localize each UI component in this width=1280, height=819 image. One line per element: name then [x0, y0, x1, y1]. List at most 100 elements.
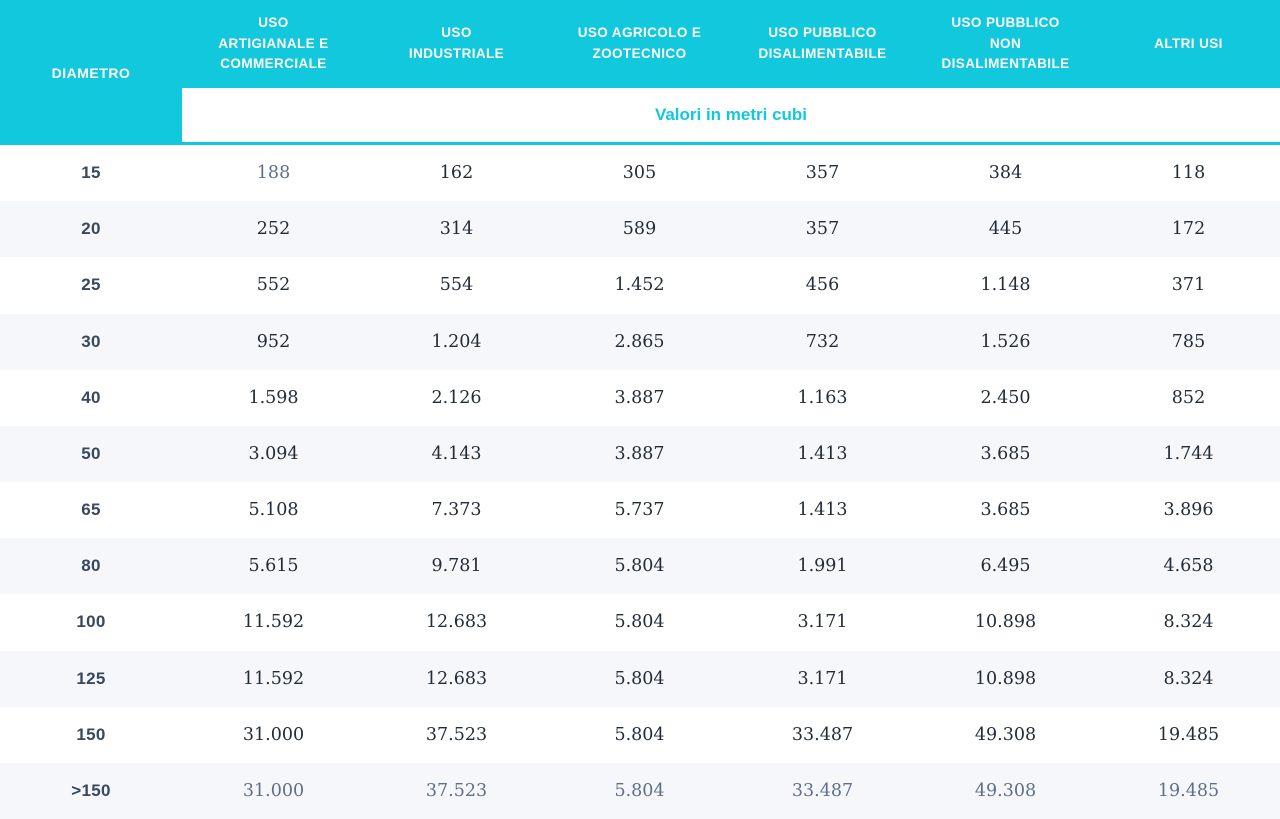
table-cell: 5.737 — [614, 500, 665, 521]
table-cell: 5.804 — [614, 724, 665, 745]
table-row: 150 31.000 37.523 5.804 33.487 49.308 19… — [0, 706, 1280, 763]
table-cell: 357 — [805, 219, 840, 240]
table-cell: 305 — [622, 163, 657, 184]
row-label-diametro: 100 — [76, 612, 106, 632]
table-cell: 11.592 — [242, 612, 305, 633]
column-header-uso-pubblico-non-disalimentabile: USO PUBBLICO NON DISALIMENTABILE — [914, 0, 1097, 88]
table-row: 80 5.615 9.781 5.804 1.991 6.495 4.658 — [0, 538, 1280, 595]
table-cell: 10.898 — [974, 668, 1037, 689]
table-row: 50 3.094 4.143 3.887 1.413 3.685 1.744 — [0, 425, 1280, 483]
table-cell: 445 — [988, 219, 1023, 240]
table-cell: 357 — [805, 163, 840, 184]
row-label-diametro: 125 — [76, 668, 106, 688]
table-row: 100 11.592 12.683 5.804 3.171 10.898 8.3… — [0, 594, 1280, 651]
table-cell: 8.324 — [1163, 668, 1214, 689]
column-header-altri-usi: ALTRI USI — [1097, 0, 1280, 88]
table-cell: 5.804 — [614, 780, 665, 801]
table-cell: 12.683 — [425, 668, 488, 689]
table-row: 25 552 554 1.452 456 1.148 371 — [0, 257, 1280, 314]
table-cell: 3.896 — [1163, 500, 1214, 521]
table-cell: 2.865 — [614, 331, 665, 352]
table-cell: 19.485 — [1157, 780, 1220, 801]
table-cell: 314 — [439, 219, 474, 240]
column-header-uso-industriale: USO INDUSTRIALE — [365, 0, 548, 88]
table-cell: 33.487 — [791, 724, 854, 745]
table-cell: 952 — [256, 331, 291, 352]
row-label-diametro: 40 — [81, 387, 101, 407]
table-cell: 49.308 — [974, 724, 1037, 745]
table-header: DIAMETRO USO ARTIGIANALE E COMMERCIALE U… — [0, 0, 1280, 145]
table-cell: 5.804 — [614, 556, 665, 577]
table-cell: 5.804 — [614, 668, 665, 689]
table-cell: 252 — [256, 219, 291, 240]
row-label-diametro: 20 — [81, 219, 101, 239]
table-cell: 852 — [1171, 387, 1206, 408]
table-cell: 1.204 — [431, 331, 482, 352]
row-label-diametro: 150 — [76, 724, 106, 744]
table-row: 20 252 314 589 357 445 172 — [0, 201, 1280, 258]
table-cell: 49.308 — [974, 780, 1037, 801]
table-cell: 3.887 — [614, 443, 665, 464]
table-cell: 554 — [439, 275, 474, 296]
table-cell: 11.592 — [242, 668, 305, 689]
table-cell: 118 — [1171, 163, 1206, 184]
table-row: 40 1.598 2.126 3.887 1.163 2.450 852 — [0, 369, 1280, 426]
column-header-uso-artigianale-commerciale: USO ARTIGIANALE E COMMERCIALE — [182, 0, 365, 88]
table-cell: 19.485 — [1157, 724, 1220, 745]
table-cell: 371 — [1171, 275, 1206, 296]
table-cell: 1.526 — [980, 331, 1031, 352]
table-row: 15 188 162 305 357 384 118 — [0, 145, 1280, 202]
row-label-diametro: 25 — [81, 275, 101, 295]
table-cell: 3.887 — [614, 387, 665, 408]
table-cell: 33.487 — [791, 780, 854, 801]
table-cell: 3.171 — [797, 668, 848, 689]
table-cell: 162 — [439, 163, 474, 184]
table-cell: 1.413 — [797, 500, 848, 521]
table-cell: 37.523 — [425, 724, 488, 745]
table-cell: 552 — [256, 275, 291, 296]
table-cell: 4.658 — [1163, 556, 1214, 577]
table-cell: 1.744 — [1163, 443, 1214, 464]
table-cell: 8.324 — [1163, 612, 1214, 633]
table-cell: 6.495 — [980, 556, 1031, 577]
table-cell: 1.598 — [248, 387, 299, 408]
table-cell: 732 — [805, 331, 840, 352]
table-body: 15 188 162 305 357 384 118 20 252 314 58… — [0, 145, 1280, 819]
table-cell: 2.126 — [431, 387, 482, 408]
row-label-diametro: 65 — [81, 500, 101, 520]
table-cell: 456 — [805, 275, 840, 296]
table-cell: 5.804 — [614, 612, 665, 633]
table-row: >150 31.000 37.523 5.804 33.487 49.308 1… — [0, 762, 1280, 819]
table-cell: 188 — [256, 163, 291, 184]
table-row: 65 5.108 7.373 5.737 1.413 3.685 3.896 — [0, 482, 1280, 539]
column-header-uso-agricolo-zootecnico: USO AGRICOLO E ZOOTECNICO — [548, 0, 731, 88]
table-cell: 3.171 — [797, 612, 848, 633]
table-cell: 3.685 — [980, 500, 1031, 521]
column-header-uso-pubblico-disalimentabile: USO PUBBLICO DISALIMENTABILE — [731, 0, 914, 88]
row-label-diametro: 80 — [81, 556, 101, 576]
table-cell: 10.898 — [974, 612, 1037, 633]
table-cell: 3.685 — [980, 443, 1031, 464]
table-cell: 37.523 — [425, 780, 488, 801]
table-row: 30 952 1.204 2.865 732 1.526 785 — [0, 313, 1280, 370]
row-label-diametro: 30 — [81, 331, 101, 351]
table-cell: 589 — [622, 219, 657, 240]
table-cell: 3.094 — [248, 443, 299, 464]
row-label-diametro: 15 — [81, 163, 101, 183]
table-cell: 31.000 — [242, 780, 305, 801]
row-label-diametro: >150 — [71, 780, 111, 800]
table-cell: 12.683 — [425, 612, 488, 633]
table-cell: 172 — [1171, 219, 1206, 240]
table-cell: 785 — [1171, 331, 1206, 352]
table-cell: 2.450 — [980, 387, 1031, 408]
table-cell: 5.615 — [248, 556, 299, 577]
table-cell: 31.000 — [242, 724, 305, 745]
row-label-diametro: 50 — [81, 443, 101, 463]
table-cell: 1.991 — [797, 556, 848, 577]
table-cell: 1.148 — [980, 275, 1031, 296]
subheader-valori-metri-cubi: Valori in metri cubi — [182, 88, 1280, 145]
table-cell: 1.452 — [614, 275, 665, 296]
table-cell: 9.781 — [431, 556, 482, 577]
table-cell: 5.108 — [248, 500, 299, 521]
